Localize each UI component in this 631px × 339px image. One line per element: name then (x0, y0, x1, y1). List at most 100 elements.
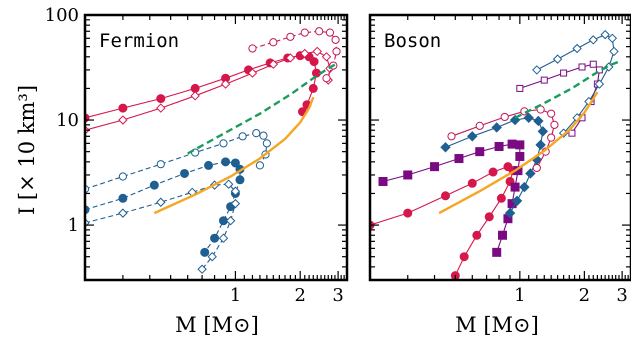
data-point (572, 43, 582, 54)
series-line (85, 183, 236, 270)
data-point (547, 133, 556, 142)
data-point (588, 35, 598, 45)
data-point (156, 103, 166, 113)
data-point (309, 57, 319, 67)
data-point (532, 65, 542, 75)
data-point (149, 180, 159, 190)
data-point (552, 54, 563, 64)
x-axis-label-fermion: M [M⊙] (175, 313, 259, 337)
boson-panel: 1 2 3 Boson (368, 13, 631, 306)
data-point (238, 132, 247, 141)
data-point (322, 74, 331, 83)
x-tick-label: 1 (514, 285, 525, 306)
data-point (252, 129, 261, 138)
data-point (321, 52, 332, 62)
data-point (540, 76, 548, 84)
data-point (197, 264, 207, 274)
data-point (312, 46, 322, 57)
data-point (519, 181, 530, 193)
data-point (454, 154, 464, 164)
x-tick-label: 2 (579, 285, 590, 306)
data-point (118, 103, 128, 113)
series-line (85, 132, 268, 190)
panel-title: Fermion (99, 30, 179, 52)
data-point (494, 141, 504, 151)
data-point (230, 186, 241, 196)
data-point (225, 216, 236, 226)
data-point (331, 35, 340, 44)
data-point (285, 53, 296, 63)
data-point (118, 208, 128, 218)
y-axis-label: I [× 10 km³] (15, 85, 39, 215)
data-point (609, 46, 619, 57)
data-point (459, 252, 469, 262)
data-point (578, 63, 586, 71)
series-line (451, 108, 555, 169)
data-point (235, 175, 245, 185)
data-point (403, 170, 413, 180)
data-point (247, 68, 258, 78)
data-point (547, 109, 556, 118)
data-point (516, 84, 524, 92)
data-point (475, 121, 484, 130)
data-point (221, 157, 231, 167)
series-line (438, 91, 599, 215)
data-point (204, 160, 214, 170)
data-point (440, 142, 451, 153)
data-point (510, 182, 520, 192)
data-point (600, 29, 610, 40)
data-point (467, 178, 477, 188)
data-point (515, 140, 525, 150)
data-point (492, 247, 502, 257)
data-point (269, 38, 278, 47)
data-point (504, 207, 516, 219)
data-point (525, 168, 536, 179)
data-point (507, 139, 517, 149)
data-point (560, 69, 568, 77)
data-point (230, 158, 240, 168)
x-tick-label: 3 (332, 285, 343, 306)
data-point (210, 233, 220, 243)
data-point (378, 176, 388, 186)
data-point (118, 172, 127, 181)
data-point (594, 79, 605, 89)
series-line (252, 30, 338, 79)
data-point (268, 59, 279, 69)
plot-frame (368, 13, 631, 282)
data-point (220, 79, 231, 89)
data-point (523, 112, 534, 124)
x-tick-label: 2 (294, 285, 305, 306)
data-point (497, 230, 507, 240)
data-point (300, 48, 310, 59)
data-point (218, 233, 229, 243)
data-point (156, 94, 166, 104)
data-point (491, 122, 502, 133)
data-point (568, 129, 576, 137)
data-point (467, 131, 478, 142)
data-point (403, 208, 413, 218)
series-line (153, 96, 315, 215)
data-point (248, 44, 257, 53)
data-point (550, 120, 559, 129)
data-point (156, 160, 165, 169)
x-tick-label: 1 (230, 285, 241, 306)
data-point (496, 193, 506, 203)
data-point (200, 247, 210, 257)
data-point (156, 197, 166, 207)
data-point (255, 161, 265, 170)
series-line (514, 60, 620, 119)
data-point (315, 27, 324, 36)
y-tick-label: 1 (68, 215, 79, 236)
data-point (286, 32, 295, 41)
data-point (190, 91, 200, 101)
data-point (207, 251, 217, 262)
panel-title: Boson (384, 30, 441, 52)
data-point (607, 33, 618, 44)
data-point (589, 60, 597, 68)
data-point (259, 131, 268, 140)
data-point (308, 83, 318, 93)
data-point (230, 198, 241, 209)
data-point (118, 193, 128, 203)
data-point (604, 62, 614, 72)
